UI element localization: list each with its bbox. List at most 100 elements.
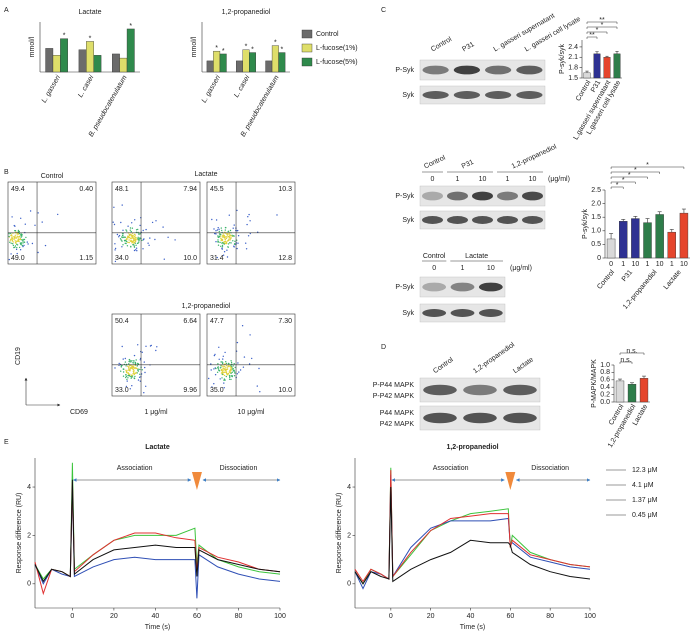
flow-event	[225, 237, 228, 240]
dose-label: 0	[432, 265, 436, 272]
flow-event	[29, 210, 32, 212]
flow-event	[132, 366, 135, 368]
flow-event	[163, 258, 165, 260]
flow-plot-frame	[7, 181, 97, 265]
flow-event	[137, 369, 139, 371]
flow-event	[227, 365, 230, 367]
flow-event	[17, 240, 20, 242]
flow-event	[37, 251, 39, 254]
legend-label: 4.1 μM	[632, 482, 654, 489]
flow-event	[133, 238, 135, 240]
flow-event	[149, 237, 151, 239]
bar	[45, 48, 54, 73]
flow-event	[230, 237, 232, 239]
flow-event	[216, 256, 218, 259]
bar	[615, 380, 625, 403]
flow-event	[133, 244, 135, 246]
flow-event	[232, 365, 234, 367]
flow-event	[134, 235, 136, 238]
flow-event	[145, 345, 147, 347]
flow-event	[121, 240, 123, 242]
flow-event	[227, 372, 230, 375]
flow-event	[18, 238, 20, 241]
flow-event	[155, 220, 157, 222]
y-label: Response difference (RU)	[16, 493, 23, 574]
flow-event	[139, 224, 141, 227]
flow-event	[125, 229, 127, 231]
flow-event	[223, 371, 225, 373]
dose-label: 10 μg/ml	[238, 409, 265, 416]
significance-label: *	[628, 172, 631, 179]
flow-event	[131, 241, 134, 243]
flow-event	[135, 229, 138, 231]
flow-event	[222, 362, 224, 364]
flow-event	[217, 367, 219, 370]
flow-event	[34, 224, 36, 226]
flow-event	[20, 236, 22, 238]
blot-row-label: P-Syk	[395, 284, 414, 291]
annotation: Dissociation	[220, 465, 258, 472]
flow-event	[239, 369, 242, 371]
y-tick-label: 2.5	[591, 187, 601, 194]
flow-event	[127, 365, 129, 367]
sensorgram-line	[34, 486, 281, 599]
flow-event	[11, 237, 13, 239]
flow-event	[139, 237, 141, 239]
flow-event	[230, 369, 232, 371]
flow-event	[236, 239, 238, 241]
flow-event	[127, 372, 129, 374]
blot-band	[503, 412, 537, 424]
y-label: P-MAPK/MAPK	[591, 359, 598, 408]
flow-event	[233, 371, 236, 373]
flow-event	[124, 242, 126, 244]
flow-event	[215, 230, 217, 232]
bar	[643, 222, 652, 259]
blot-band	[422, 216, 443, 224]
flow-event	[242, 366, 245, 368]
flow-event	[44, 244, 47, 247]
flow-event	[138, 239, 140, 242]
flow-event	[12, 244, 15, 247]
x-tick-label: 100	[274, 613, 286, 620]
flow-event	[221, 369, 223, 371]
flow-event	[243, 356, 246, 358]
flow-event	[227, 235, 230, 238]
x-tick-label: L. casei	[233, 74, 251, 99]
bar	[219, 53, 227, 73]
blot-band	[485, 65, 512, 75]
x-tick-label: L. gasseri	[41, 74, 62, 104]
bar	[126, 28, 135, 73]
flow-event	[11, 240, 13, 242]
flow-event	[124, 236, 126, 239]
flow-event	[23, 238, 26, 241]
flow-event	[125, 376, 127, 379]
y-tick-label: 2	[347, 532, 351, 539]
flow-event	[21, 239, 23, 241]
flow-event	[225, 375, 227, 378]
x-tick-label: 20	[110, 613, 118, 620]
flow-event	[132, 237, 134, 239]
flow-event	[120, 366, 123, 368]
flow-event	[120, 370, 122, 372]
flow-event	[223, 387, 225, 389]
flow-event	[211, 218, 213, 221]
x-tick-label: L. casei	[77, 74, 95, 99]
flow-event	[151, 221, 154, 224]
bar	[639, 378, 649, 403]
flow-event	[217, 366, 219, 368]
flow-event	[129, 359, 131, 362]
flow-event	[122, 244, 124, 246]
flow-event	[118, 234, 121, 237]
flow-event	[223, 241, 226, 243]
flow-event	[142, 248, 144, 250]
x-tick-label: 1	[670, 261, 674, 268]
flow-event	[132, 240, 135, 242]
flow-event	[223, 235, 225, 237]
flow-event	[13, 238, 15, 240]
flow-event	[125, 374, 127, 376]
plot-title: Lactate	[195, 171, 218, 178]
flow-event	[17, 229, 20, 232]
blot-band	[422, 282, 447, 292]
flow-event	[222, 355, 224, 357]
flow-event	[128, 374, 131, 377]
